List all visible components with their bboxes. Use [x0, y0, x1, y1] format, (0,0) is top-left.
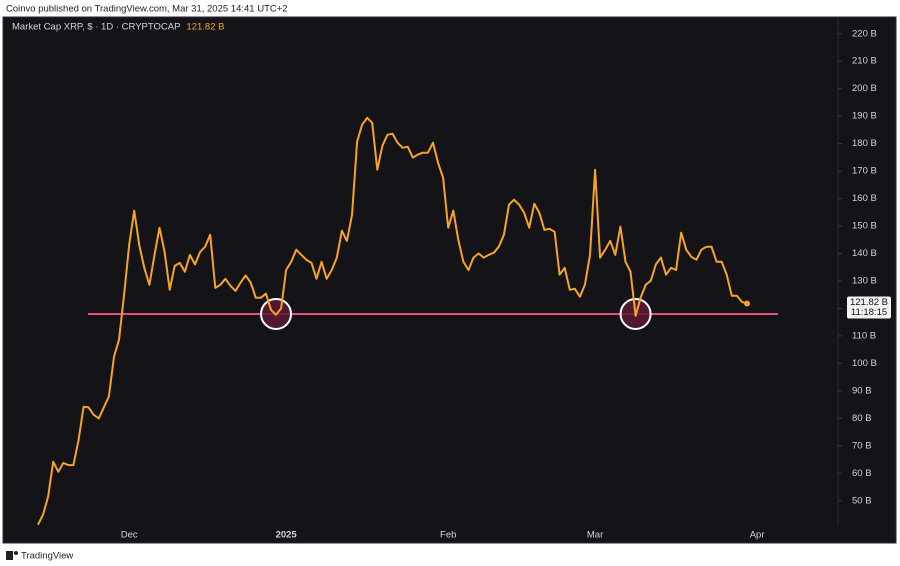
x-tick-label: Feb	[440, 530, 456, 541]
y-tick-label: 100 B	[852, 358, 877, 369]
footer-logo	[6, 551, 18, 560]
logo-dot	[14, 551, 18, 555]
y-tick-label: 130 B	[852, 276, 877, 287]
y-tick-label: 70 B	[852, 440, 872, 451]
x-tick-label: Mar	[587, 530, 603, 541]
title-value: 121.82 B	[186, 22, 224, 33]
y-tick-label: 150 B	[852, 221, 877, 232]
y-tick-label: 60 B	[852, 468, 872, 479]
y-tick-label: 140 B	[852, 248, 877, 259]
price-tag-countdown: 11:18:15	[851, 307, 887, 318]
logo-mark	[6, 551, 13, 560]
y-tick-label: 170 B	[852, 166, 877, 177]
x-tick-label: Apr	[750, 530, 765, 541]
y-tick-label: 160 B	[852, 193, 877, 204]
x-tick-label: 2025	[276, 530, 298, 541]
price-tag-value: 121.82 B	[850, 297, 888, 308]
y-tick-label: 210 B	[852, 56, 877, 67]
footer-brand: TradingView	[21, 551, 73, 562]
publish-info: Coinvo published on TradingView.com, Mar…	[6, 4, 288, 15]
y-tick-label: 190 B	[852, 111, 877, 122]
price-tag	[847, 296, 891, 319]
y-tick-label: 90 B	[852, 385, 872, 396]
x-tick-label: Dec	[121, 530, 138, 541]
y-tick-label: 220 B	[852, 28, 877, 39]
y-tick-label: 180 B	[852, 138, 877, 149]
y-tick-label: 50 B	[852, 495, 872, 506]
chart-title: Market Cap XRP, $ · 1D · CRYPTOCAP	[12, 22, 180, 33]
price-line	[37, 116, 748, 526]
chart-panel	[2, 16, 897, 544]
y-tick-label: 200 B	[852, 83, 877, 94]
y-tick-label: 80 B	[852, 413, 872, 424]
last-point	[744, 300, 750, 307]
y-tick-label: 110 B	[852, 330, 876, 341]
